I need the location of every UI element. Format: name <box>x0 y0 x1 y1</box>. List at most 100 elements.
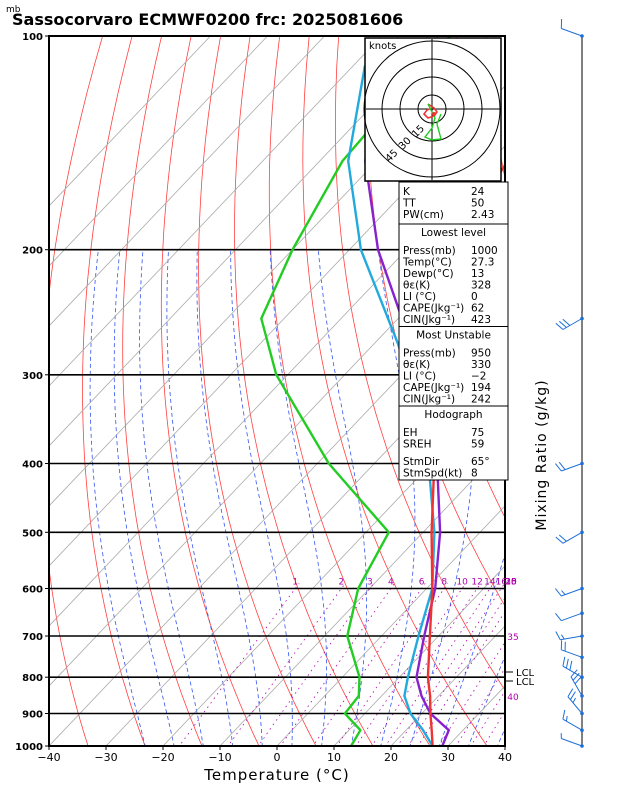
index-label: Temp(°C) <box>402 257 452 269</box>
indices-panel: K 24 TT 50 PW(cm) 2.43 Lowest level Press(mb) 10… <box>398 181 509 481</box>
x-tick-label: −30 <box>94 751 117 764</box>
moist-adiabat <box>113 249 175 746</box>
index-value: 59 <box>471 439 484 451</box>
x-tick-label: −20 <box>151 751 174 764</box>
index-value: 950 <box>471 348 491 360</box>
wind-barb <box>555 631 584 641</box>
index-section-title: Hodograph <box>424 409 482 421</box>
index-label: Dewp(°C) <box>403 268 454 280</box>
lcl-label: LCL <box>516 677 535 688</box>
mixing-ratio-label: 14 <box>484 578 496 588</box>
wind-barb-staff <box>570 676 583 697</box>
x-tick-label: 40 <box>498 751 512 764</box>
x-tick-label: 20 <box>384 751 398 764</box>
index-label: TT <box>402 198 416 210</box>
index-label: PW(cm) <box>403 209 444 221</box>
index-value: 75 <box>471 427 484 439</box>
hodograph-trace-low <box>422 103 438 119</box>
index-label: SREH <box>403 439 432 451</box>
sounding-profiles <box>260 36 505 746</box>
wind-barb-flag <box>574 676 582 685</box>
dewpoint-line <box>260 36 451 746</box>
mixing-ratio-label: 3 <box>367 578 373 588</box>
mixing-ratio-line <box>336 583 449 746</box>
mixing-ratio-line <box>178 583 300 746</box>
page-title: Sassocorvaro ECMWF0200 frc: 2025081606 <box>12 10 403 29</box>
dry-adiabat <box>302 36 488 746</box>
y-tick-label: 1000 <box>15 742 43 753</box>
wind-barb-flag <box>558 534 567 542</box>
mixing-ratio-line <box>280 583 395 746</box>
y-tick-label: 300 <box>22 371 43 382</box>
wind-barb <box>560 733 584 748</box>
index-section-title: Lowest level <box>421 227 486 239</box>
isotherm <box>49 36 268 267</box>
wind-barb-flag <box>562 656 566 667</box>
index-label: θε(K) <box>403 359 430 371</box>
mixing-ratio-label: 40 <box>507 693 519 703</box>
wind-barb-flag <box>555 536 564 544</box>
index-label: LI (°C) <box>403 371 436 383</box>
index-label: Press(mb) <box>403 348 456 360</box>
isotherm <box>276 505 505 746</box>
isotherm <box>219 445 505 746</box>
wind-barb-flag <box>555 631 561 641</box>
x-axis-label: Temperature (°C) <box>203 766 349 784</box>
y-axis-label: Mixing Ratio (g/kg) <box>534 379 550 530</box>
y-tick-label: 900 <box>22 710 43 721</box>
dry-adiabat <box>160 36 260 746</box>
pressure-axis: 100 200 300 400 500 600 700 800 900 1000 <box>15 32 49 753</box>
mixing-ratio-label: 1 <box>292 578 298 588</box>
wind-barb-staff <box>561 612 583 622</box>
wind-barb <box>562 709 584 732</box>
wind-barb <box>555 316 584 330</box>
isotherm <box>49 36 211 207</box>
index-label: LI (°C) <box>403 291 436 303</box>
wind-barbs <box>555 18 584 748</box>
wind-barb-flag <box>562 709 566 720</box>
wind-barb-halfflag <box>561 590 566 595</box>
x-tick-label: 10 <box>327 751 341 764</box>
wind-barb-halfflag <box>560 634 565 640</box>
index-label: StmDir <box>403 456 440 468</box>
hodograph-trace-high <box>423 103 442 141</box>
mixing-ratio-line <box>312 583 426 746</box>
wind-barb <box>555 461 584 472</box>
pressure-unit: mb <box>6 5 21 15</box>
dry-adiabat <box>575 36 618 761</box>
wind-barb-staff <box>562 531 583 544</box>
lcl-markers: LCL LCL <box>505 668 535 688</box>
wind-barb <box>555 611 584 622</box>
mixing-ratio-label: 16 <box>495 578 507 588</box>
isotherm <box>49 265 505 746</box>
x-tick-label: 0 <box>274 751 281 764</box>
wind-barb-staff <box>561 738 583 747</box>
index-value: 27.3 <box>471 257 494 269</box>
mixing-ratio-line <box>227 583 346 746</box>
indices-box-lowest <box>398 223 509 327</box>
mixing-ratio-line <box>397 583 505 746</box>
y-tick-label: 800 <box>22 673 43 684</box>
wind-barb <box>555 530 584 544</box>
index-value: 50 <box>471 198 484 210</box>
y-tick-label: 500 <box>22 528 43 539</box>
mixing-ratio-label: 4 <box>388 578 394 588</box>
mixing-ratio-label: 30 <box>505 578 517 588</box>
wind-barb <box>567 688 584 716</box>
index-value: 330 <box>471 359 491 371</box>
wind-barb-flag <box>555 463 562 472</box>
index-label: StmSpd(kt) <box>403 468 462 480</box>
temperature-axis: −40 −30 −20 −10 0 10 20 30 40 <box>37 746 512 764</box>
wind-barb-flag <box>555 588 562 597</box>
x-tick-label: 30 <box>441 751 455 764</box>
index-label: CIN(Jkg⁻¹) <box>403 394 455 406</box>
hodograph-units: knots <box>369 41 396 52</box>
wind-barb-staff <box>561 649 583 658</box>
wind-barb <box>560 640 584 660</box>
wind-barb <box>562 656 584 679</box>
wind-barb-flag <box>562 318 571 326</box>
wind-barb <box>560 18 584 38</box>
lcl-label: LCL <box>516 668 535 679</box>
